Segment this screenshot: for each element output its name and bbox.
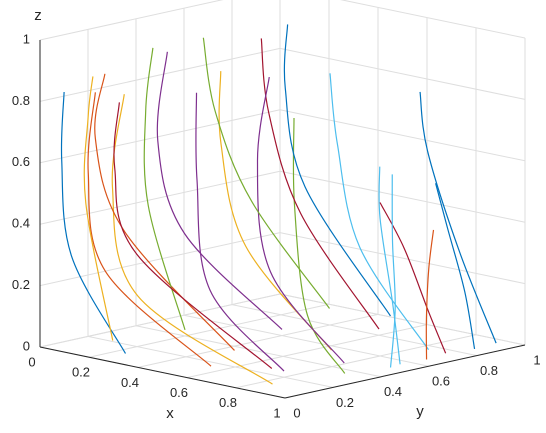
z-tick-label: 0.6	[12, 154, 30, 169]
trajectory	[60, 92, 127, 354]
trajectory	[283, 24, 392, 317]
grid-line	[279, 232, 526, 285]
trajectory	[83, 76, 114, 341]
trajectory	[113, 102, 273, 369]
grid-line	[279, 170, 526, 223]
grid-line	[88, 303, 330, 358]
trajectory	[419, 91, 497, 344]
x-tick-label: 0.6	[170, 385, 188, 400]
grid-line	[279, 47, 526, 100]
y-tick-label: 0.6	[432, 374, 450, 389]
trajectory	[425, 229, 435, 360]
y-tick-label: 0.8	[480, 363, 498, 378]
grid-line	[186, 324, 428, 379]
grid-line	[279, 109, 526, 162]
x-tick-label: 0.4	[121, 375, 139, 390]
grid-line	[39, 170, 281, 225]
z-tick-label: 1	[23, 31, 30, 46]
trajectory	[378, 166, 401, 365]
grid-line	[235, 334, 477, 389]
trajectory	[435, 183, 476, 350]
y-tick-label: 0.4	[384, 384, 402, 399]
x-tick-label: 1	[273, 405, 280, 420]
trajectory	[379, 202, 447, 354]
x-axis-label: x	[166, 405, 174, 422]
trajectory	[111, 94, 273, 385]
z-tick-label: 0	[23, 338, 30, 353]
x-tick-label: 0	[28, 354, 35, 369]
trajectory	[260, 38, 380, 330]
trajectory	[329, 73, 429, 350]
y-tick-label: 0	[293, 405, 300, 420]
z-tick-label: 0.4	[12, 216, 30, 231]
z-tick-label: 0.8	[12, 93, 30, 108]
y-tick-label: 1	[533, 352, 540, 367]
trajectory	[94, 73, 235, 351]
grid-line	[39, 109, 281, 164]
trajectory	[389, 174, 396, 368]
z-axis-label: z	[34, 7, 42, 24]
axis-line	[284, 344, 526, 399]
trajectory	[218, 71, 332, 351]
trajectory	[202, 37, 330, 309]
grid-line	[39, 0, 224, 41]
x-tick-label: 0.8	[219, 395, 237, 410]
trajectory	[256, 76, 345, 364]
grid-line	[183, 314, 430, 367]
y-tick-label: 0.2	[336, 395, 354, 410]
grid-line	[279, 293, 526, 346]
x-tick-label: 0.2	[72, 365, 90, 380]
grid-line	[39, 293, 281, 348]
grid-line	[137, 313, 379, 368]
trajectory	[156, 51, 283, 330]
z-tick-label: 0.2	[12, 277, 30, 292]
grid-line	[87, 335, 334, 388]
trajectory	[195, 92, 285, 372]
trajectory	[87, 92, 212, 367]
grid-line	[339, 0, 526, 39]
grid-line	[39, 47, 281, 102]
trajectory	[143, 47, 186, 331]
axis-line	[39, 346, 286, 399]
trajectory	[292, 118, 346, 374]
grid-line	[135, 325, 382, 378]
grid-line	[231, 304, 478, 357]
y-axis-label: y	[416, 403, 424, 420]
